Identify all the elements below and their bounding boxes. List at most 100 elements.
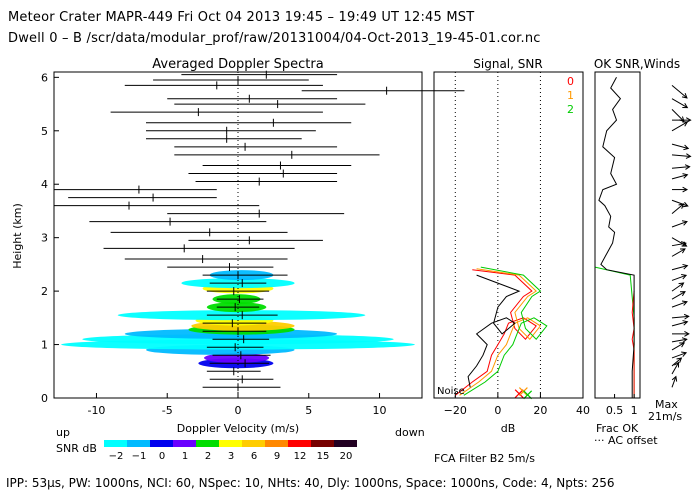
header-title: Meteor Crater MAPR-449 Fri Oct 04 2013 1… xyxy=(8,10,475,25)
wind-arrowhead-16 xyxy=(681,241,688,247)
winds-title: OK SNR,Winds xyxy=(594,57,680,71)
wind-arrowhead-8 xyxy=(683,313,690,320)
wind-vector-4 xyxy=(671,342,685,351)
doppler-y-ticks: 0 1 2 3 4 5 6 xyxy=(41,71,59,405)
wind-vector-13 xyxy=(671,265,688,271)
doppler-xlabel: Doppler Velocity (m/s) xyxy=(177,422,299,435)
snr-xlabel: dB xyxy=(501,422,516,435)
snr-series-line-1 xyxy=(459,268,542,396)
wind-vector-24 xyxy=(671,143,689,149)
doppler-xtick-label-1: -5 xyxy=(162,404,173,417)
doppler-ytick-label-1: 1 xyxy=(41,339,48,352)
colorbar-swatch-10 xyxy=(334,440,357,447)
wind-arrowhead-19 xyxy=(682,201,689,208)
wind-arrowhead-22 xyxy=(684,164,691,170)
doppler-ytick-label-6: 6 xyxy=(41,71,48,84)
colorbar-tick-5: 3 xyxy=(228,451,234,462)
snr-series-line-2 xyxy=(463,266,548,396)
wind-vector-21 xyxy=(671,174,688,180)
doppler-xtick-label-2: 0 xyxy=(235,404,242,417)
snr-beam-label-2: 2 xyxy=(567,103,574,116)
colorbar-tick-1: −1 xyxy=(132,451,147,462)
wind-arrowhead-1 xyxy=(674,361,680,368)
wind-vector-16 xyxy=(671,237,687,247)
snr-noise-label: Noise xyxy=(437,386,465,397)
snr-title: Signal, SNR xyxy=(473,57,542,71)
snr-frame xyxy=(433,71,584,399)
snr-series-line-0 xyxy=(454,269,537,396)
wind-barbs xyxy=(671,84,692,388)
wind-arrowhead-12 xyxy=(681,274,688,280)
doppler-xtick-label-3: 5 xyxy=(305,404,312,417)
doppler-x-ticks: -10 -5 0 5 10 xyxy=(87,393,387,417)
doppler-ytick-label-4: 4 xyxy=(41,178,48,191)
snr-xtick-label-1: 0 xyxy=(494,404,501,417)
header-file-path: Dwell 0 – B /scr/data/modular_prof/raw/2… xyxy=(8,31,541,46)
snr-grid-lines xyxy=(454,72,541,398)
wind-vector-14 xyxy=(671,248,686,257)
snr-noise-marker-2 xyxy=(523,390,533,400)
colorbar-swatch-3 xyxy=(173,440,196,447)
winds-xlabel-sub: ··· AC offset xyxy=(594,434,658,447)
colorbar-tick-10: 20 xyxy=(340,451,353,462)
doppler-ytick-label-2: 2 xyxy=(41,285,48,298)
snr-colorbar: SNR dB −2 −1 0 1 2 3 6 9 12 15 20 xyxy=(56,440,357,462)
wind-vector-2 xyxy=(671,357,682,367)
colorbar-tick-2: 0 xyxy=(159,451,165,462)
wind-vector-0 xyxy=(671,376,677,388)
wind-vector-28 xyxy=(671,98,688,109)
wind-vector-22 xyxy=(671,166,690,169)
frac-ok-line-red xyxy=(631,291,635,398)
wind-arrowhead-24 xyxy=(683,144,690,151)
winds-panel: OK SNR,Winds 0.5 1 Frac OK ··· AC offset … xyxy=(594,57,692,447)
colorbar-swatch-9 xyxy=(311,440,334,447)
doppler-xtick-label-4: 10 xyxy=(373,404,387,417)
wind-vector-8 xyxy=(671,315,689,319)
wind-arrowhead-23 xyxy=(685,153,692,159)
snr-xtick-label-3: 40 xyxy=(576,404,590,417)
wind-vector-29 xyxy=(671,84,688,99)
doppler-up-label: up xyxy=(56,426,70,439)
wind-arrowhead-29 xyxy=(681,93,688,99)
wind-arrowhead-20 xyxy=(682,186,689,193)
doppler-down-label: down xyxy=(395,426,425,439)
snr-panel: Signal, SNR Noise 0 1 2 −20 0 20 40 dB FCA … xyxy=(433,57,590,465)
snr-xtick-label-0: −20 xyxy=(444,404,467,417)
colorbar-swatch-7 xyxy=(265,440,288,447)
wind-arrowhead-2 xyxy=(676,357,683,363)
doppler-panel: Averaged Doppler Spectra Height (km) -10… xyxy=(11,57,465,439)
wind-vector-17 xyxy=(671,221,688,228)
doppler-ylabel: Height (km) xyxy=(11,203,24,269)
colorbar-swatch-4 xyxy=(196,440,219,447)
winds-max-label: Max xyxy=(655,398,678,411)
winds-max-value: 21m/s xyxy=(648,410,682,423)
colorbar-label: SNR dB xyxy=(56,442,97,455)
wind-vector-7 xyxy=(671,321,688,327)
wind-arrowhead-7 xyxy=(682,320,689,326)
wind-vector-11 xyxy=(671,282,684,292)
frac-ok-series xyxy=(594,77,635,398)
colorbar-tick-9: 15 xyxy=(317,451,330,462)
snr-noise-marker-1 xyxy=(518,387,528,397)
wind-vector-18 xyxy=(671,203,684,215)
wind-vector-19 xyxy=(671,199,688,207)
wind-arrowhead-9 xyxy=(681,300,688,306)
wind-arrowhead-4 xyxy=(679,342,686,348)
colorbar-tick-0: −2 xyxy=(109,451,124,462)
wind-arrowhead-3 xyxy=(681,351,688,357)
colorbar-tick-3: 1 xyxy=(182,451,188,462)
wind-arrowhead-10 xyxy=(679,291,686,297)
colorbar-tick-6: 6 xyxy=(251,451,257,462)
wind-arrowhead-5 xyxy=(681,337,688,343)
doppler-ytick-label-3: 3 xyxy=(41,232,48,245)
wind-arrowhead-13 xyxy=(682,263,689,270)
colorbar-tick-8: 12 xyxy=(294,451,307,462)
colorbar-swatch-1 xyxy=(127,440,150,447)
colorbar-swatch-0 xyxy=(104,440,127,447)
colorbar-swatches xyxy=(104,440,357,447)
colorbar-swatch-6 xyxy=(242,440,265,447)
snr-series-line-noise xyxy=(467,274,521,388)
frac-ok-line-black xyxy=(598,77,635,398)
wind-vector-9 xyxy=(671,301,688,308)
